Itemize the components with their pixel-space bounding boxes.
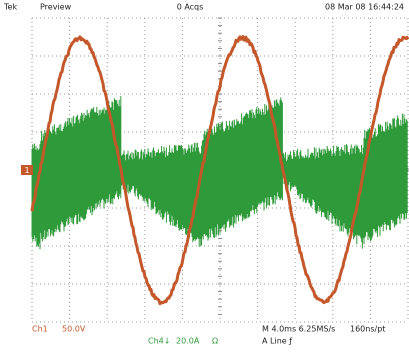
ch4-unit: Ω — [212, 337, 218, 346]
scope-screen: Tek Preview 0 Acqs 08 Mar 08 16:44:24 1 … — [0, 0, 409, 353]
ch1-marker: 1 — [24, 166, 29, 175]
resolution: 160ns/pt — [350, 325, 385, 334]
acquisitions: 0 Acqs — [177, 3, 204, 12]
ch4-label: Ch4↓ — [148, 337, 170, 346]
ch4-scale: 20.0A — [176, 337, 200, 346]
mode: Preview — [40, 3, 72, 12]
timestamp: 08 Mar 08 16:44:24 — [325, 3, 404, 12]
trigger: A Line ƒ — [262, 337, 292, 346]
timebase: M 4.0ms 6.25MS/s — [262, 325, 335, 334]
ch1-scale: 50.0V — [62, 325, 86, 334]
ch1-label: Ch1 — [32, 325, 48, 334]
brand: Tek — [3, 3, 17, 12]
